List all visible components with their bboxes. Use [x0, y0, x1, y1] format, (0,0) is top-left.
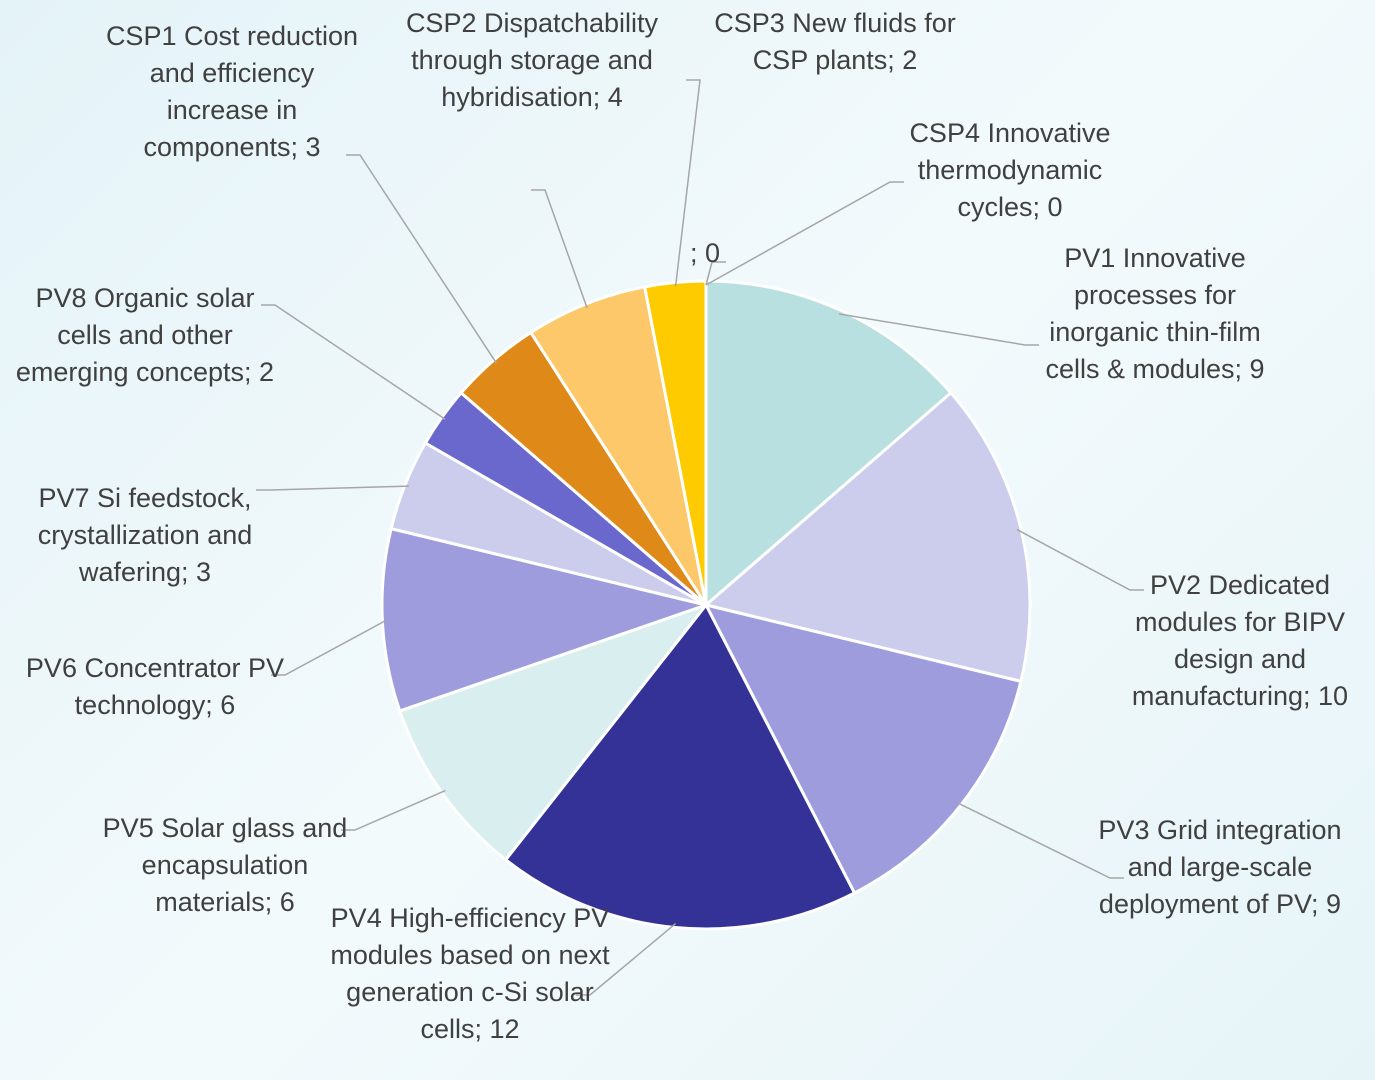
pie-slice — [703, 602, 1023, 896]
value-label: ; 0 — [1032, 192, 1063, 222]
data-label: CSP1 Cost reduction and efficiency incre… — [97, 18, 367, 166]
leader-line — [346, 154, 498, 364]
pie-slice — [397, 601, 711, 862]
category-label: PV4 High-efficiency PV modules based on … — [330, 903, 610, 1044]
leader-line — [957, 802, 1124, 879]
value-label: ; 6 — [205, 690, 236, 720]
value-label: ; 0 — [689, 238, 721, 268]
category-label: PV1 Innovative processes for inorganic t… — [1045, 243, 1261, 384]
category-label: PV6 Concentrator PV technology — [25, 653, 285, 720]
category-label: PV2 Dedicated modules for BIPV design an… — [1131, 570, 1346, 711]
data-label: PV1 Innovative processes for inorganic t… — [1020, 240, 1290, 388]
data-label: PV5 Solar glass and encapsulation materi… — [85, 810, 365, 921]
pie-slice — [642, 279, 708, 606]
leader-line — [261, 304, 446, 421]
value-label: ; 6 — [264, 887, 295, 917]
leader-line — [705, 181, 904, 286]
pie-slice — [702, 390, 1032, 684]
data-label: CSP3 New fluids for CSP plants; 2 — [705, 5, 965, 79]
value-label: ; 4 — [592, 82, 623, 112]
data-label: CSP4 Innovative thermodynamic cycles; 0 — [880, 115, 1140, 226]
category-label: CSP3 New fluids for CSP plants — [714, 8, 956, 75]
value-label: ; 9 — [1234, 354, 1265, 384]
value-label: ; 2 — [244, 357, 275, 387]
value-label: ; 10 — [1303, 681, 1349, 711]
value-label: ; 9 — [1311, 889, 1342, 919]
value-label: ; 3 — [181, 557, 212, 587]
data-label: PV2 Dedicated modules for BIPV design an… — [1105, 567, 1375, 715]
leader-line — [705, 261, 726, 286]
leader-line — [1016, 528, 1144, 591]
leader-line — [341, 789, 446, 831]
pie-slice — [503, 602, 857, 931]
data-label: PV7 Si feedstock, crystallization and wa… — [5, 480, 285, 591]
category-label: PV8 Organic solar cells and other emergi… — [15, 283, 255, 387]
leader-line — [838, 313, 1039, 346]
value-label: ; 2 — [887, 45, 918, 75]
data-label: PV3 Grid integration and large-scale dep… — [1080, 812, 1360, 923]
category-label: PV5 Solar glass and encapsulation materi… — [102, 813, 348, 917]
leader-line — [271, 619, 387, 676]
leader-line — [256, 485, 409, 491]
category-label: PV3 Grid integration and large-scale dep… — [1098, 815, 1342, 919]
leader-line — [674, 79, 701, 287]
pie-slice — [704, 279, 953, 609]
category-label: CSP4 Innovative thermodynamic cycles — [909, 118, 1111, 222]
data-label: PV8 Organic solar cells and other emergi… — [15, 280, 275, 391]
category-label: CSP1 Cost reduction and efficiency incre… — [105, 21, 359, 162]
value-label: ; 3 — [290, 132, 321, 162]
value-label: ; 12 — [474, 1014, 520, 1044]
pie-slice — [380, 526, 712, 713]
leader-line — [531, 189, 588, 309]
category-label: PV7 Si feedstock, crystallization and wa… — [37, 483, 253, 587]
data-label: PV6 Concentrator PV technology; 6 — [15, 650, 295, 724]
data-label: CSP2 Dispatchability through storage and… — [402, 5, 662, 116]
category-label: CSP2 Dispatchability through storage and… — [405, 8, 659, 112]
data-label: ; 0 — [675, 235, 735, 272]
data-label: PV4 High-efficiency PV modules based on … — [330, 900, 610, 1048]
leader-line — [576, 922, 677, 996]
